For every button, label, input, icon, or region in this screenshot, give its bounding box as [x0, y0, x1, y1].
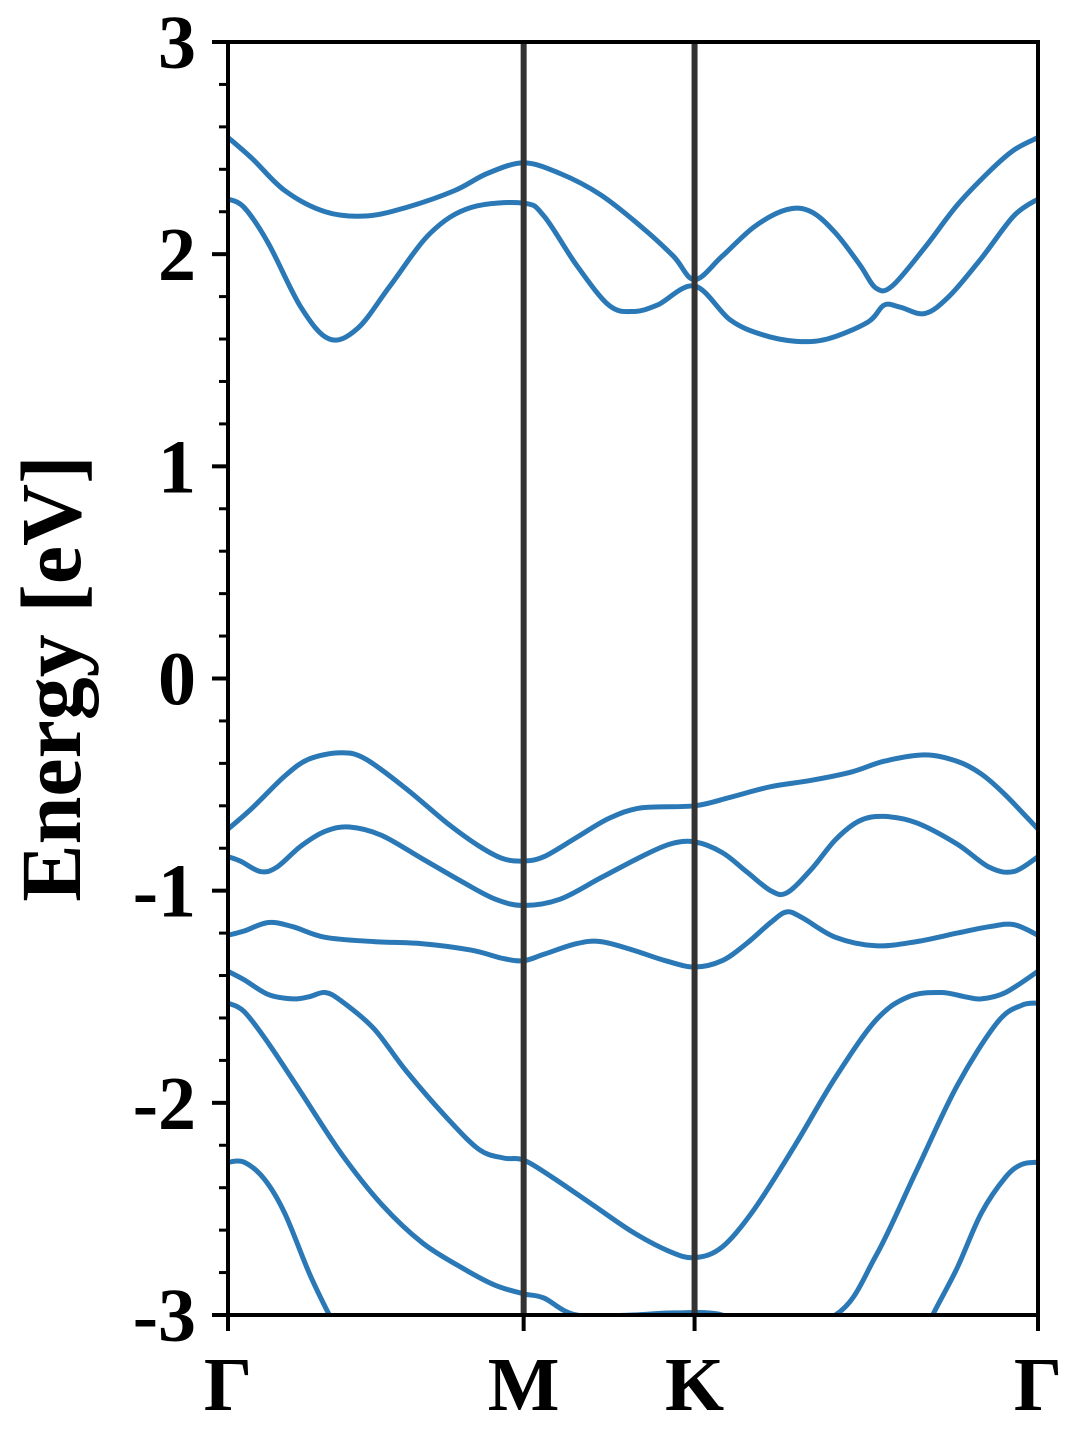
- band-line-8: [228, 1158, 333, 1315]
- y-tick-label: -2: [133, 1062, 196, 1146]
- y-tick-label: -1: [133, 850, 196, 934]
- y-tick-label: 3: [158, 1, 196, 85]
- x-tick-label: K: [665, 1343, 724, 1427]
- band-line-5: [228, 909, 1038, 970]
- high-symmetry-lines: [520, 42, 698, 1315]
- y-axis-label: Energy [eV]: [3, 455, 99, 902]
- band-line-3: [228, 750, 1038, 864]
- x-tick-label: Γ: [1014, 1343, 1062, 1427]
- band-line-7: [228, 1000, 1038, 1315]
- plot-frame: [226, 40, 1040, 1317]
- band-line-2: [228, 196, 1038, 345]
- band-line-6: [228, 968, 1038, 1261]
- y-tick-label: 1: [158, 425, 196, 509]
- x-tick-label: M: [488, 1343, 560, 1427]
- x-tick-label: Γ: [204, 1343, 252, 1427]
- y-tick-label: 0: [158, 638, 196, 722]
- band-line-4: [228, 813, 1038, 908]
- band-line-9: [929, 1159, 1038, 1315]
- y-tick-label: 2: [158, 213, 196, 297]
- band-lines: [228, 135, 1038, 1315]
- y-axis-ticks: 3 2 1 0 -1 -2 -3: [133, 1, 228, 1358]
- band-line-1: [228, 135, 1038, 294]
- y-tick-label: -3: [133, 1274, 196, 1358]
